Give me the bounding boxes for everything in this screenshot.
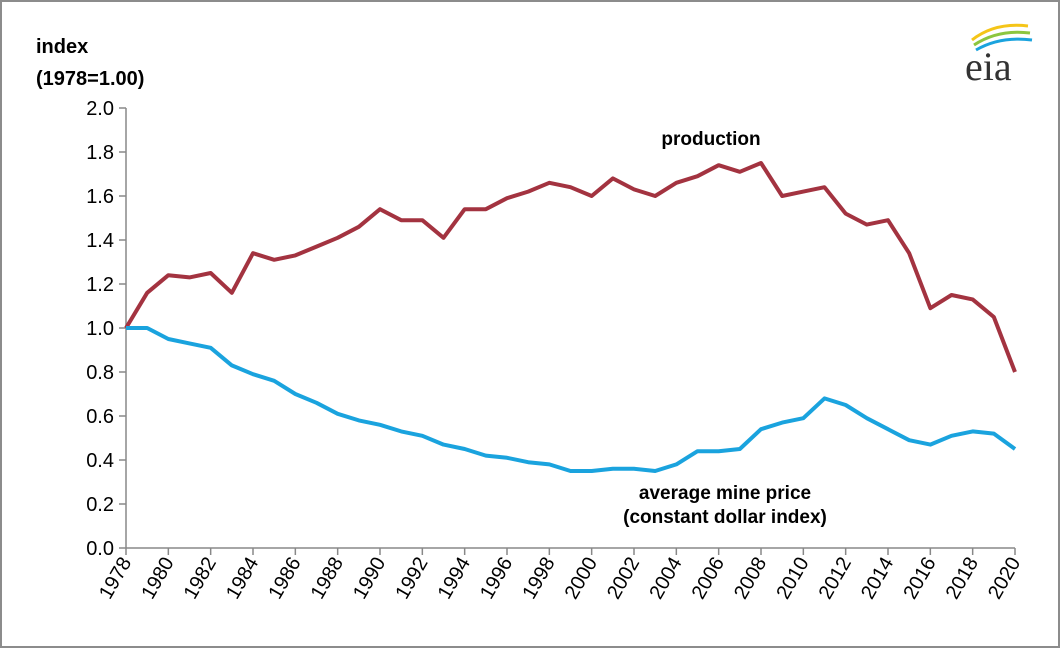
logo: eia: [965, 23, 1033, 89]
y-tick-label: 1.0: [86, 318, 114, 340]
y-axis-label: index: [36, 36, 88, 58]
logo-swoosh: [971, 23, 1029, 42]
y-tick-label: 1.4: [86, 230, 114, 252]
y-tick-label: 0.8: [86, 362, 114, 384]
y-tick-label: 0.4: [86, 450, 114, 472]
y-tick-label: 1.6: [86, 186, 114, 208]
logo-text: eia: [965, 44, 1012, 89]
y-axis-label: (1978=1.00): [36, 68, 144, 90]
series-label: average mine price (constant dollar inde…: [623, 483, 827, 528]
series-label: production: [661, 129, 761, 150]
y-tick-label: 0.6: [86, 406, 114, 428]
y-tick-label: 1.8: [86, 142, 114, 164]
y-tick-label: 0.2: [86, 494, 114, 516]
logo-swoosh: [975, 37, 1033, 52]
y-tick-label: 0.0: [86, 538, 114, 560]
series-line: [124, 161, 1017, 373]
y-tick-label: 1.2: [86, 274, 114, 296]
y-tick-label: 2.0: [86, 98, 114, 120]
logo-swoosh: [973, 30, 1031, 47]
series-line: [126, 326, 1017, 473]
